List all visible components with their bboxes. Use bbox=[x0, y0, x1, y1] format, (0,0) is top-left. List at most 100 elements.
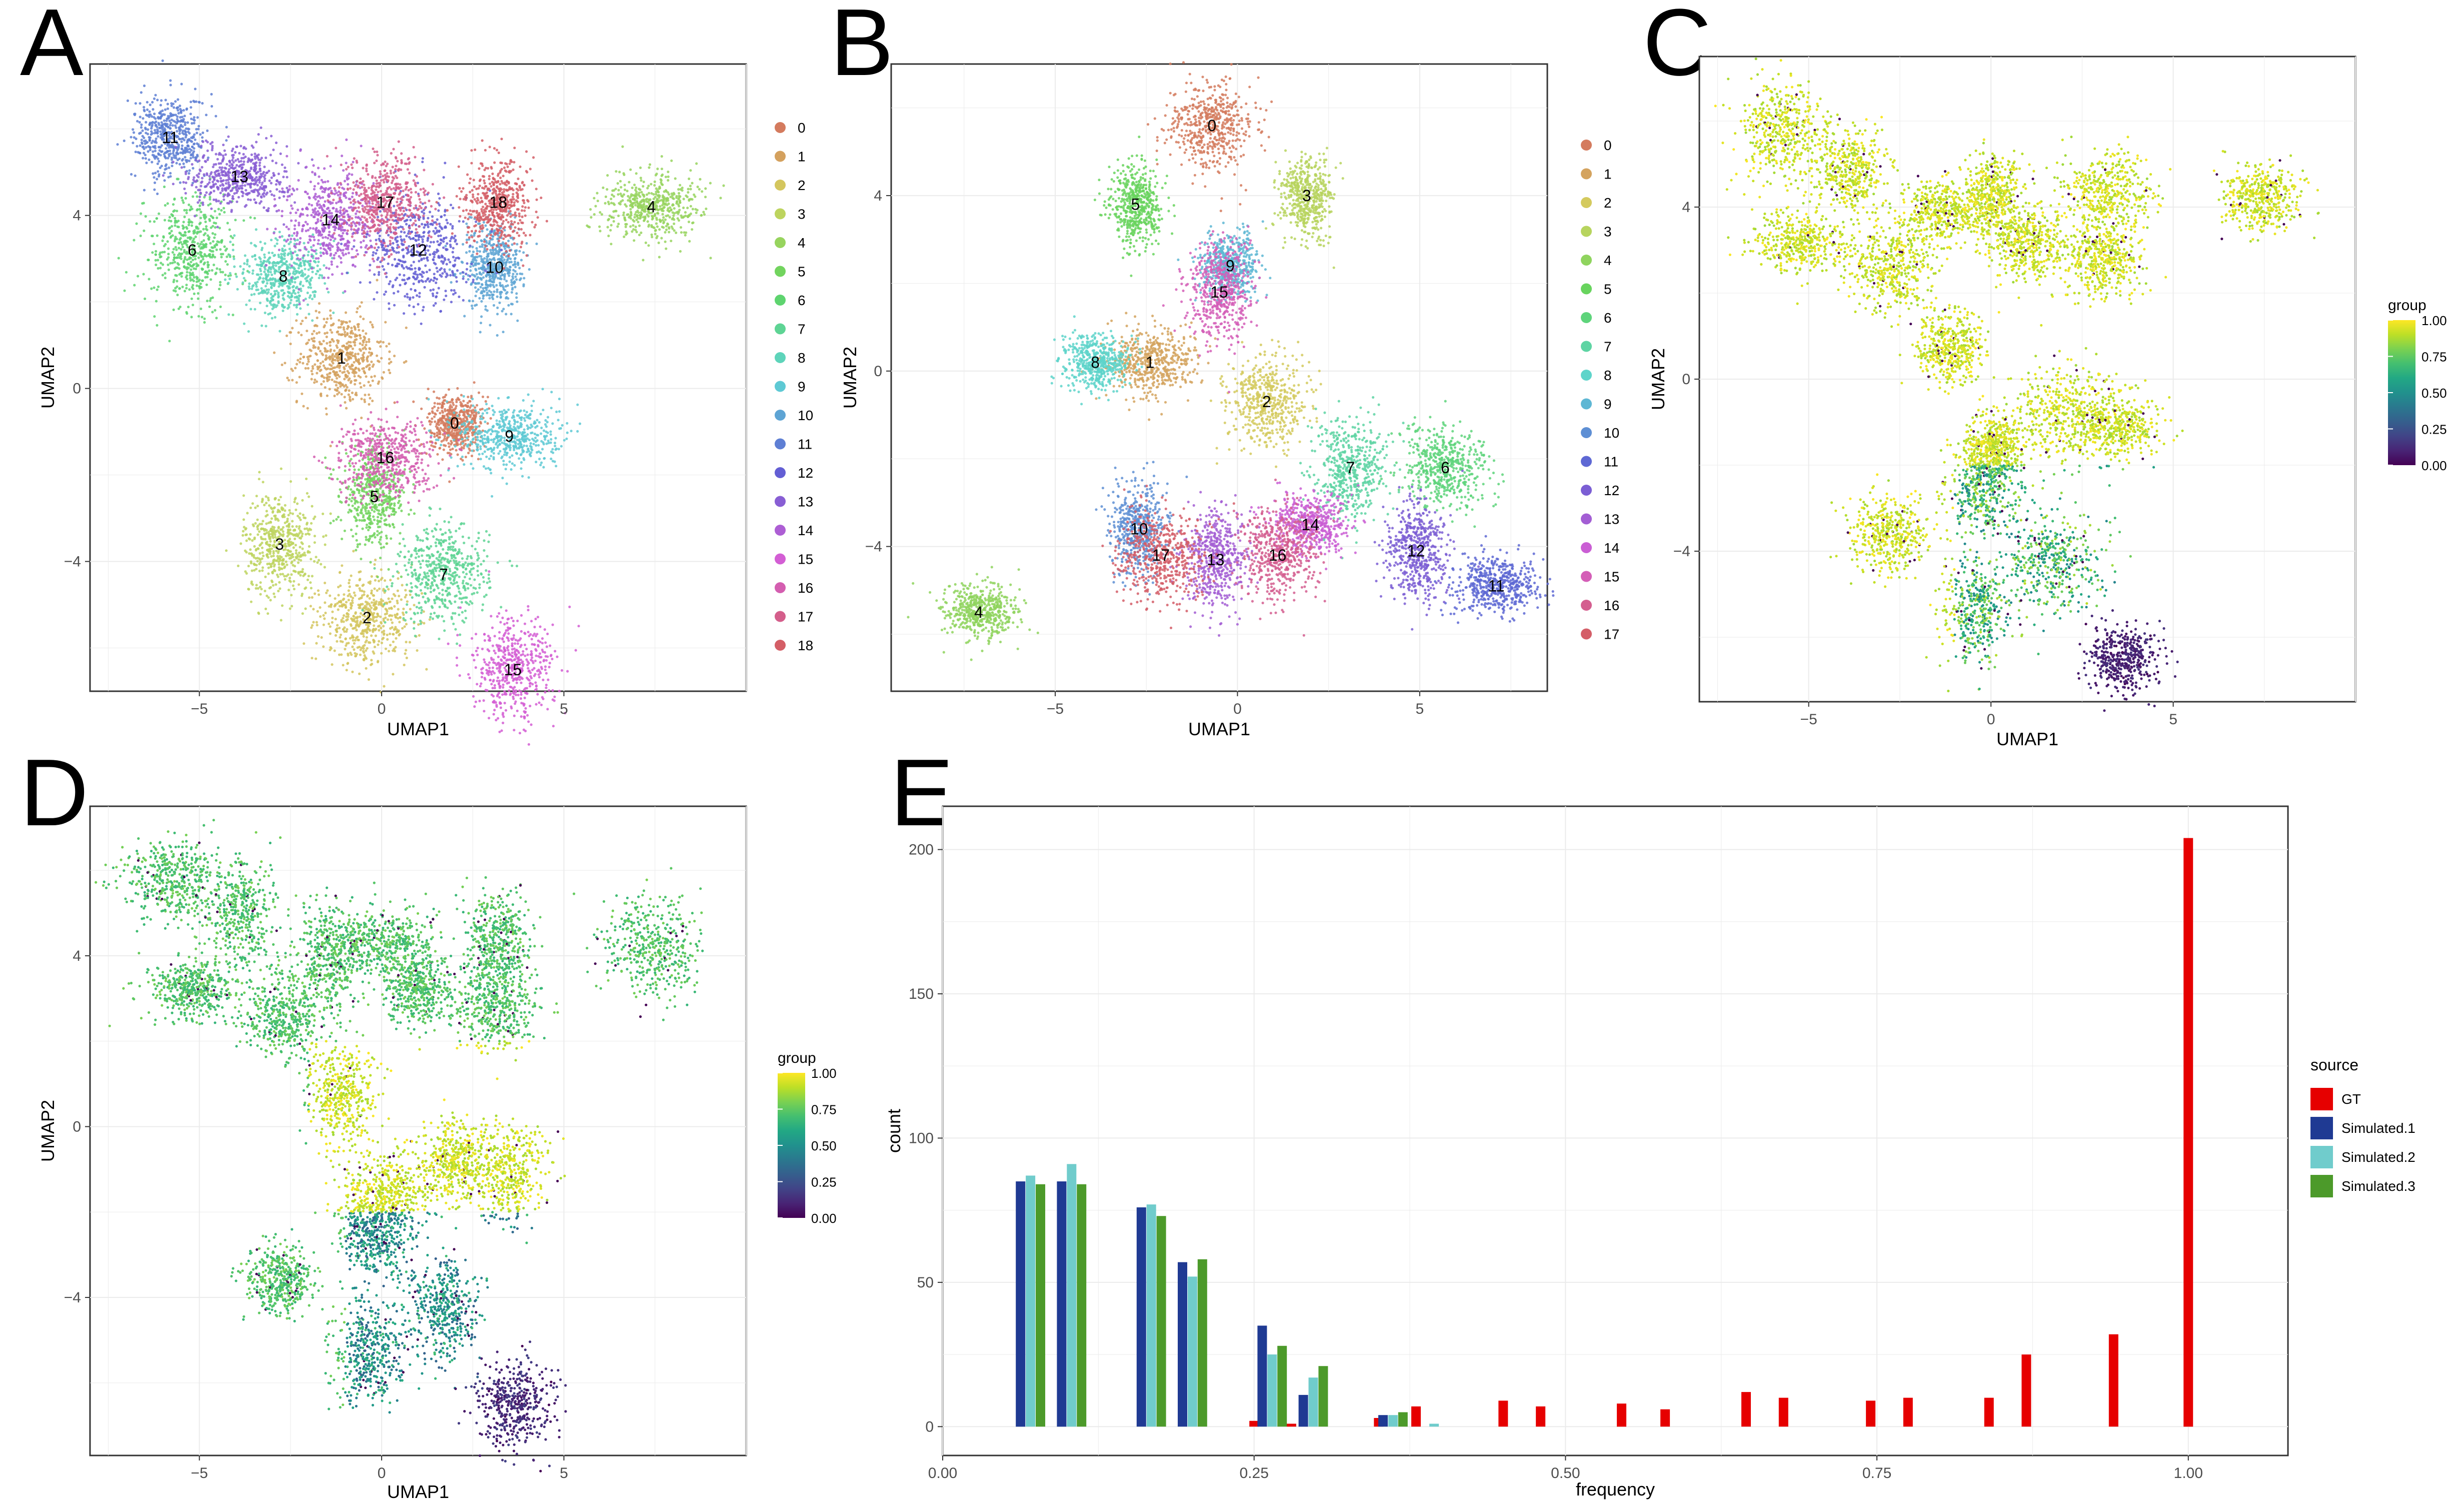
scatter-point bbox=[477, 458, 480, 460]
scatter-point bbox=[368, 394, 370, 396]
scatter-point bbox=[450, 434, 452, 436]
scatter-point bbox=[351, 330, 353, 332]
scatter-point bbox=[318, 302, 321, 305]
scatter-point bbox=[383, 371, 385, 374]
scatter-point bbox=[455, 449, 458, 452]
scatter-point bbox=[338, 333, 340, 336]
scatter-point bbox=[467, 405, 469, 407]
scatter-point bbox=[392, 641, 395, 643]
scatter-point bbox=[299, 361, 301, 364]
scatter-point bbox=[456, 442, 459, 444]
scatter-point bbox=[443, 428, 446, 431]
scatter-point bbox=[343, 614, 345, 617]
scatter-point bbox=[358, 369, 361, 372]
scatter-point bbox=[326, 378, 329, 380]
scatter-point bbox=[343, 345, 345, 347]
scatter-point bbox=[335, 384, 338, 387]
scatter-point bbox=[389, 372, 391, 374]
scatter-point bbox=[485, 400, 487, 403]
panel-a: A 01234567891011121314151617 18 −5 0 5 40−4… bbox=[20, 0, 813, 746]
scatter-point bbox=[465, 456, 467, 458]
scatter-point bbox=[345, 389, 348, 391]
scatter-point bbox=[326, 373, 329, 376]
scatter-point bbox=[344, 396, 346, 398]
scatter-point bbox=[336, 377, 338, 380]
scatter-point bbox=[311, 373, 314, 375]
scatter-point bbox=[404, 652, 407, 655]
scatter-point bbox=[343, 326, 345, 329]
scatter-point bbox=[487, 422, 489, 425]
scatter-point bbox=[305, 343, 308, 345]
scatter-point bbox=[389, 633, 391, 635]
scatter-point bbox=[323, 326, 325, 328]
scatter-point bbox=[412, 401, 415, 403]
scatter-point bbox=[290, 331, 292, 334]
scatter-point bbox=[354, 594, 357, 597]
scatter-point bbox=[438, 430, 440, 433]
scatter-point bbox=[368, 341, 370, 343]
scatter-point bbox=[440, 427, 442, 429]
scatter-point bbox=[350, 382, 352, 384]
scatter-point bbox=[318, 593, 320, 596]
scatter-point bbox=[354, 379, 356, 382]
scatter-point bbox=[490, 417, 492, 420]
scatter-point bbox=[449, 449, 452, 451]
scatter-point bbox=[349, 585, 351, 588]
scatter-point bbox=[358, 375, 360, 377]
scatter-point bbox=[360, 357, 363, 360]
scatter-point bbox=[321, 636, 323, 639]
scatter-point bbox=[458, 399, 461, 401]
scatter-point bbox=[371, 590, 373, 592]
scatter-point bbox=[413, 604, 416, 606]
scatter-point bbox=[405, 327, 408, 329]
scatter-point bbox=[358, 323, 360, 326]
scatter-point bbox=[437, 407, 440, 409]
scatter-point bbox=[334, 597, 336, 600]
scatter-point bbox=[370, 664, 372, 666]
scatter-point bbox=[390, 618, 392, 621]
scatter-point bbox=[435, 413, 437, 416]
scatter-point bbox=[365, 649, 367, 652]
scatter-point bbox=[436, 409, 439, 412]
scatter-point bbox=[417, 623, 420, 626]
scatter-point bbox=[456, 387, 459, 390]
scatter-point bbox=[322, 361, 324, 363]
scatter-point bbox=[344, 331, 346, 333]
scatter-point bbox=[325, 355, 328, 357]
scatter-point bbox=[368, 351, 371, 354]
scatter-point bbox=[373, 624, 375, 627]
scatter-point bbox=[365, 375, 368, 378]
scatter-point bbox=[325, 321, 328, 324]
scatter-point bbox=[318, 331, 321, 334]
scatter-point bbox=[448, 480, 451, 483]
scatter-point bbox=[337, 342, 339, 344]
scatter-point bbox=[392, 673, 394, 675]
scatter-point bbox=[297, 359, 299, 362]
scatter-point bbox=[330, 445, 332, 447]
scatter-point bbox=[433, 435, 436, 438]
scatter-point bbox=[440, 422, 442, 425]
scatter-point bbox=[297, 331, 300, 334]
scatter-point bbox=[341, 333, 344, 336]
scatter-point bbox=[431, 407, 434, 410]
scatter-point bbox=[387, 618, 389, 621]
scatter-point bbox=[348, 335, 351, 338]
scatter-point bbox=[300, 353, 302, 355]
scatter-point bbox=[474, 421, 476, 424]
scatter-point bbox=[340, 326, 342, 329]
scatter-point bbox=[450, 440, 452, 442]
scatter-point bbox=[444, 445, 447, 447]
scatter-point bbox=[326, 332, 329, 334]
scatter-point bbox=[442, 396, 445, 399]
scatter-point bbox=[306, 363, 309, 365]
scatter-point bbox=[361, 301, 363, 304]
scatter-point bbox=[371, 324, 374, 326]
scatter-point bbox=[359, 334, 361, 337]
scatter-point bbox=[286, 377, 289, 379]
scatter-point bbox=[320, 383, 323, 386]
scatter-point bbox=[316, 317, 319, 319]
scatter-point bbox=[476, 404, 478, 407]
scatter-point bbox=[368, 678, 370, 681]
scatter-point bbox=[356, 335, 358, 337]
scatter-point bbox=[324, 348, 327, 351]
